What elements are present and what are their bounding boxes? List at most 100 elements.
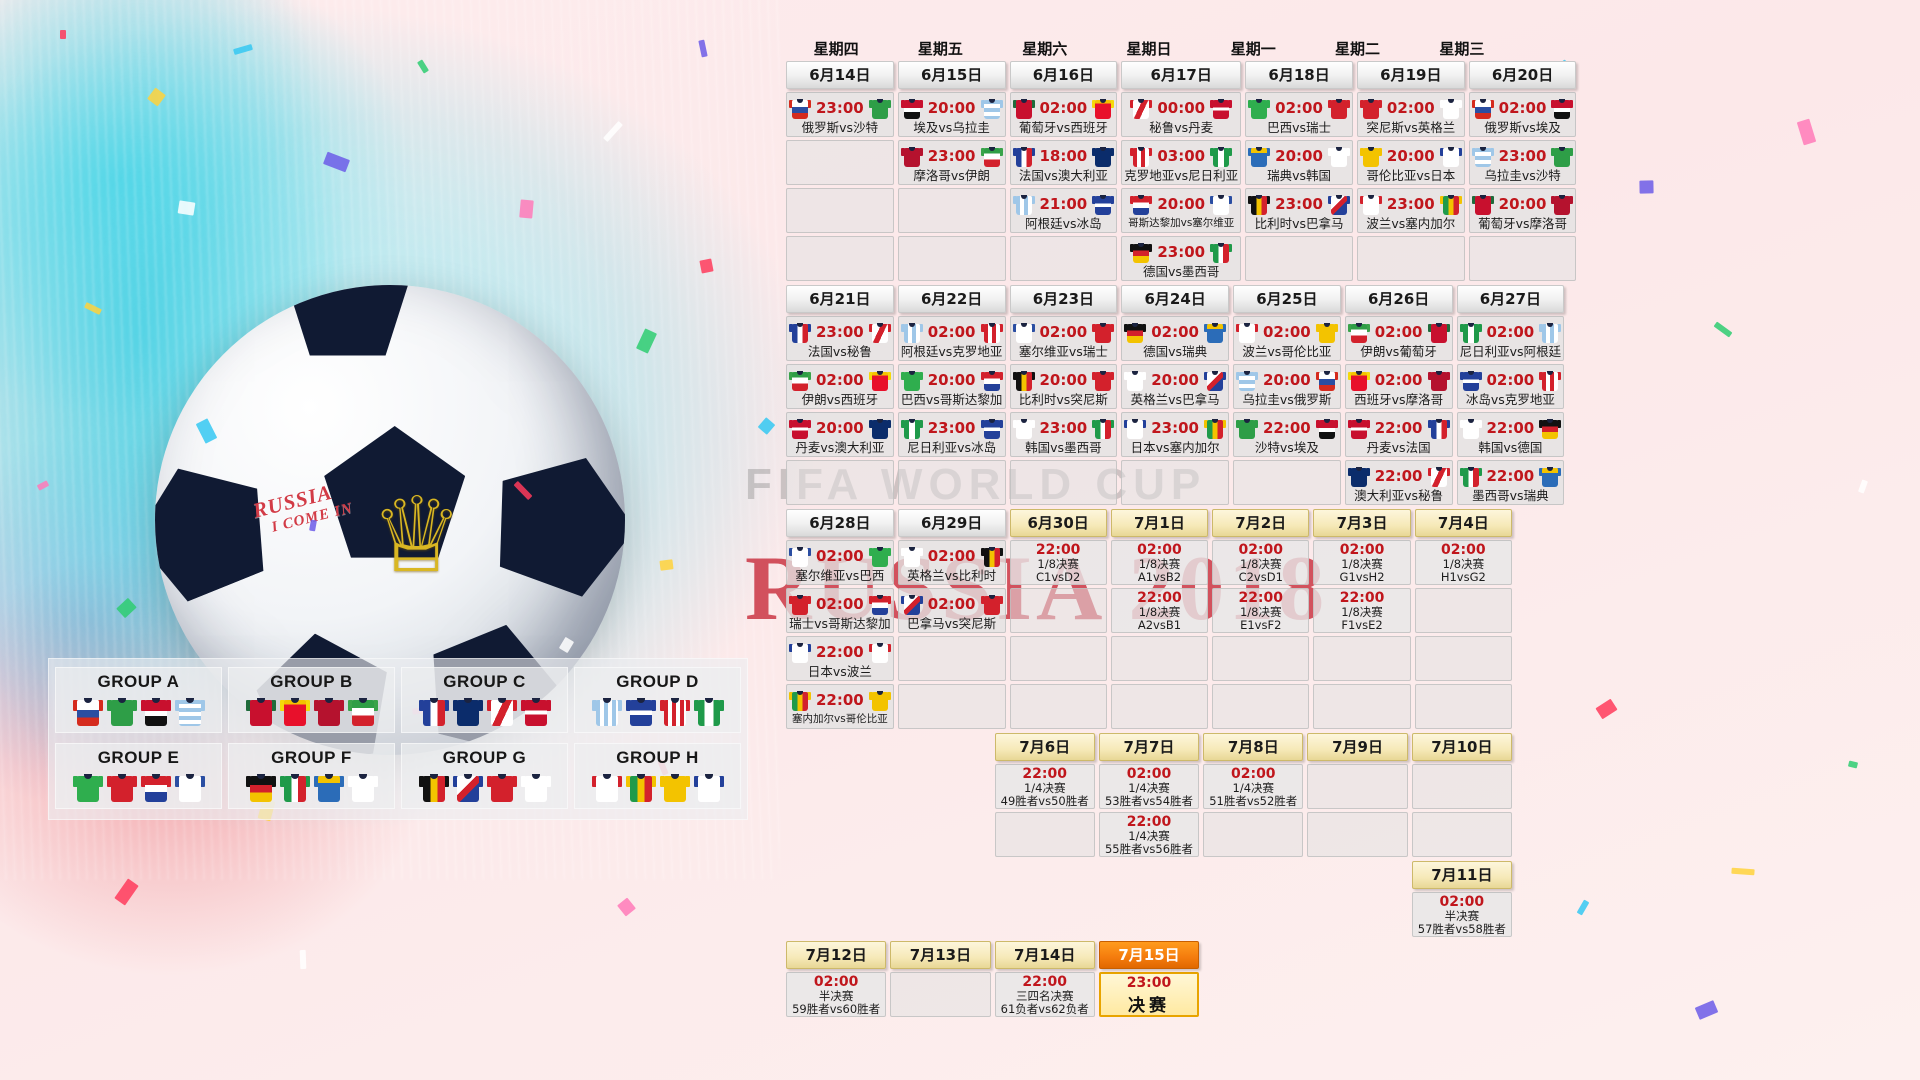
group-card[interactable]: GROUP D — [574, 667, 741, 733]
group-card[interactable]: GROUP E — [55, 743, 222, 809]
group-card[interactable]: GROUP G — [401, 743, 568, 809]
match-cell[interactable]: 02:00 巴拿马vs突尼斯 — [897, 588, 1006, 633]
day-header[interactable]: 6月21日 — [786, 285, 894, 313]
match-cell[interactable]: 02:00 俄罗斯vs埃及 — [1468, 92, 1577, 137]
knockout-match-cell[interactable]: 02:00 1/8决赛 H1vsG2 — [1414, 540, 1512, 585]
match-cell[interactable]: 22:00 澳大利亚vs秘鲁 — [1344, 460, 1453, 505]
final-match-cell[interactable]: 23:00 决赛 — [1098, 972, 1200, 1017]
knockout-match-cell[interactable]: 22:00 1/8决赛 F1vsE2 — [1313, 588, 1411, 633]
group-card[interactable]: GROUP B — [228, 667, 395, 733]
day-header[interactable]: 6月27日 — [1456, 285, 1565, 313]
knockout-match-cell[interactable]: 22:00 1/4决赛 55胜者vs56胜者 — [1098, 812, 1200, 857]
match-cell[interactable]: 23:00 法国vs秘鲁 — [786, 316, 894, 361]
match-cell[interactable]: 02:00 巴西vs瑞士 — [1245, 92, 1353, 137]
knockout-match-cell[interactable]: 22:00 1/8决赛 C1vsD2 — [1009, 540, 1107, 585]
day-header[interactable]: 6月18日 — [1245, 61, 1353, 89]
match-cell[interactable]: 23:00 摩洛哥vs伊朗 — [897, 140, 1006, 185]
knockout-match-cell[interactable]: 22:00 三四名决赛 61负者vs62负者 — [994, 972, 1095, 1017]
match-cell[interactable]: 02:00 阿根廷vs克罗地亚 — [897, 316, 1006, 361]
match-cell[interactable]: 20:00 瑞典vs韩国 — [1245, 140, 1353, 185]
match-cell[interactable]: 20:00 比利时vs突尼斯 — [1009, 364, 1118, 409]
day-header[interactable]: 6月30日 — [1009, 509, 1107, 537]
match-cell[interactable]: 02:00 突尼斯vs英格兰 — [1356, 92, 1465, 137]
day-header[interactable]: 6月29日 — [897, 509, 1006, 537]
match-cell[interactable]: 22:00 墨西哥vs瑞典 — [1456, 460, 1565, 505]
day-header[interactable]: 6月19日 — [1356, 61, 1465, 89]
match-cell[interactable]: 18:00 法国vs澳大利亚 — [1009, 140, 1118, 185]
knockout-match-cell[interactable]: 02:00 1/8决赛 C2vsD1 — [1212, 540, 1310, 585]
group-card[interactable]: GROUP F — [228, 743, 395, 809]
match-cell[interactable]: 23:00 乌拉圭vs沙特 — [1468, 140, 1577, 185]
match-cell[interactable]: 20:00 葡萄牙vs摩洛哥 — [1468, 188, 1577, 233]
knockout-match-cell[interactable]: 02:00 1/8决赛 A1vsB2 — [1110, 540, 1209, 585]
match-cell[interactable]: 02:00 英格兰vs比利时 — [897, 540, 1006, 585]
day-header[interactable]: 7月15日 — [1098, 941, 1200, 969]
day-header[interactable]: 7月10日 — [1411, 733, 1512, 761]
match-cell[interactable]: 02:00 西班牙vs摩洛哥 — [1344, 364, 1453, 409]
match-cell[interactable]: 23:00 俄罗斯vs沙特 — [786, 92, 894, 137]
match-cell[interactable]: 02:00 波兰vs哥伦比亚 — [1233, 316, 1341, 361]
day-header[interactable]: 7月3日 — [1313, 509, 1411, 537]
group-card[interactable]: GROUP C — [401, 667, 568, 733]
knockout-match-cell[interactable]: 22:00 1/8决赛 A2vsB1 — [1110, 588, 1209, 633]
match-cell[interactable]: 20:00 埃及vs乌拉圭 — [897, 92, 1006, 137]
day-header[interactable]: 7月8日 — [1203, 733, 1304, 761]
match-cell[interactable]: 23:00 日本vs塞内加尔 — [1121, 412, 1229, 457]
day-header[interactable]: 7月1日 — [1110, 509, 1209, 537]
day-header[interactable]: 6月28日 — [786, 509, 894, 537]
match-cell[interactable]: 02:00 塞尔维亚vs巴西 — [786, 540, 894, 585]
day-header[interactable]: 6月14日 — [786, 61, 894, 89]
group-card[interactable]: GROUP A — [55, 667, 222, 733]
match-cell[interactable]: 03:00 克罗地亚vs尼日利亚 — [1121, 140, 1242, 185]
match-cell[interactable]: 20:00 丹麦vs澳大利亚 — [786, 412, 894, 457]
match-cell[interactable]: 02:00 德国vs瑞典 — [1121, 316, 1229, 361]
day-header[interactable]: 6月20日 — [1468, 61, 1577, 89]
match-cell[interactable]: 22:00 丹麦vs法国 — [1344, 412, 1453, 457]
match-cell[interactable]: 23:00 韩国vs墨西哥 — [1009, 412, 1118, 457]
day-header[interactable]: 6月24日 — [1121, 285, 1229, 313]
day-header[interactable]: 7月6日 — [994, 733, 1095, 761]
day-header[interactable]: 7月12日 — [786, 941, 887, 969]
match-cell[interactable]: 23:00 波兰vs塞内加尔 — [1356, 188, 1465, 233]
match-cell[interactable]: 02:00 塞尔维亚vs瑞士 — [1009, 316, 1118, 361]
day-header[interactable]: 6月15日 — [897, 61, 1006, 89]
day-header[interactable]: 6月17日 — [1121, 61, 1242, 89]
day-header[interactable]: 7月13日 — [890, 941, 991, 969]
day-header[interactable]: 7月11日 — [1411, 861, 1512, 889]
knockout-match-cell[interactable]: 22:00 1/4决赛 49胜者vs50胜者 — [994, 764, 1095, 809]
match-cell[interactable]: 20:00 巴西vs哥斯达黎加 — [897, 364, 1006, 409]
knockout-match-cell[interactable]: 02:00 1/4决赛 53胜者vs54胜者 — [1098, 764, 1200, 809]
knockout-match-cell[interactable]: 02:00 半决赛 59胜者vs60胜者 — [786, 972, 887, 1017]
day-header[interactable]: 6月16日 — [1009, 61, 1118, 89]
match-cell[interactable]: 22:00 沙特vs埃及 — [1233, 412, 1341, 457]
day-header[interactable]: 6月26日 — [1344, 285, 1453, 313]
match-cell[interactable]: 02:00 尼日利亚vs阿根廷 — [1456, 316, 1565, 361]
match-cell[interactable]: 22:00 日本vs波兰 — [786, 636, 894, 681]
match-cell[interactable]: 20:00 英格兰vs巴拿马 — [1121, 364, 1229, 409]
day-header[interactable]: 6月23日 — [1009, 285, 1118, 313]
day-header[interactable]: 6月22日 — [897, 285, 1006, 313]
match-cell[interactable]: 23:00 比利时vs巴拿马 — [1245, 188, 1353, 233]
match-cell[interactable]: 20:00 乌拉圭vs俄罗斯 — [1233, 364, 1341, 409]
match-cell[interactable]: 00:00 秘鲁vs丹麦 — [1121, 92, 1242, 137]
knockout-match-cell[interactable]: 22:00 1/8决赛 E1vsF2 — [1212, 588, 1310, 633]
day-header[interactable]: 7月7日 — [1098, 733, 1200, 761]
match-cell[interactable]: 20:00 哥斯达黎加vs塞尔维亚 — [1121, 188, 1242, 233]
group-card[interactable]: GROUP H — [574, 743, 741, 809]
knockout-match-cell[interactable]: 02:00 1/4决赛 51胜者vs52胜者 — [1203, 764, 1304, 809]
match-cell[interactable]: 23:00 德国vs墨西哥 — [1121, 236, 1242, 281]
match-cell[interactable]: 02:00 瑞士vs哥斯达黎加 — [786, 588, 894, 633]
match-cell[interactable]: 23:00 尼日利亚vs冰岛 — [897, 412, 1006, 457]
knockout-match-cell[interactable]: 02:00 1/8决赛 G1vsH2 — [1313, 540, 1411, 585]
day-header[interactable]: 7月4日 — [1414, 509, 1512, 537]
match-cell[interactable]: 02:00 伊朗vs西班牙 — [786, 364, 894, 409]
day-header[interactable]: 6月25日 — [1233, 285, 1341, 313]
day-header[interactable]: 7月14日 — [994, 941, 1095, 969]
match-cell[interactable]: 02:00 冰岛vs克罗地亚 — [1456, 364, 1565, 409]
knockout-match-cell[interactable]: 02:00 半决赛 57胜者vs58胜者 — [1411, 892, 1512, 937]
day-header[interactable]: 7月2日 — [1212, 509, 1310, 537]
match-cell[interactable]: 02:00 伊朗vs葡萄牙 — [1344, 316, 1453, 361]
match-cell[interactable]: 22:00 塞内加尔vs哥伦比亚 — [786, 684, 894, 729]
match-cell[interactable]: 20:00 哥伦比亚vs日本 — [1356, 140, 1465, 185]
day-header[interactable]: 7月9日 — [1307, 733, 1408, 761]
